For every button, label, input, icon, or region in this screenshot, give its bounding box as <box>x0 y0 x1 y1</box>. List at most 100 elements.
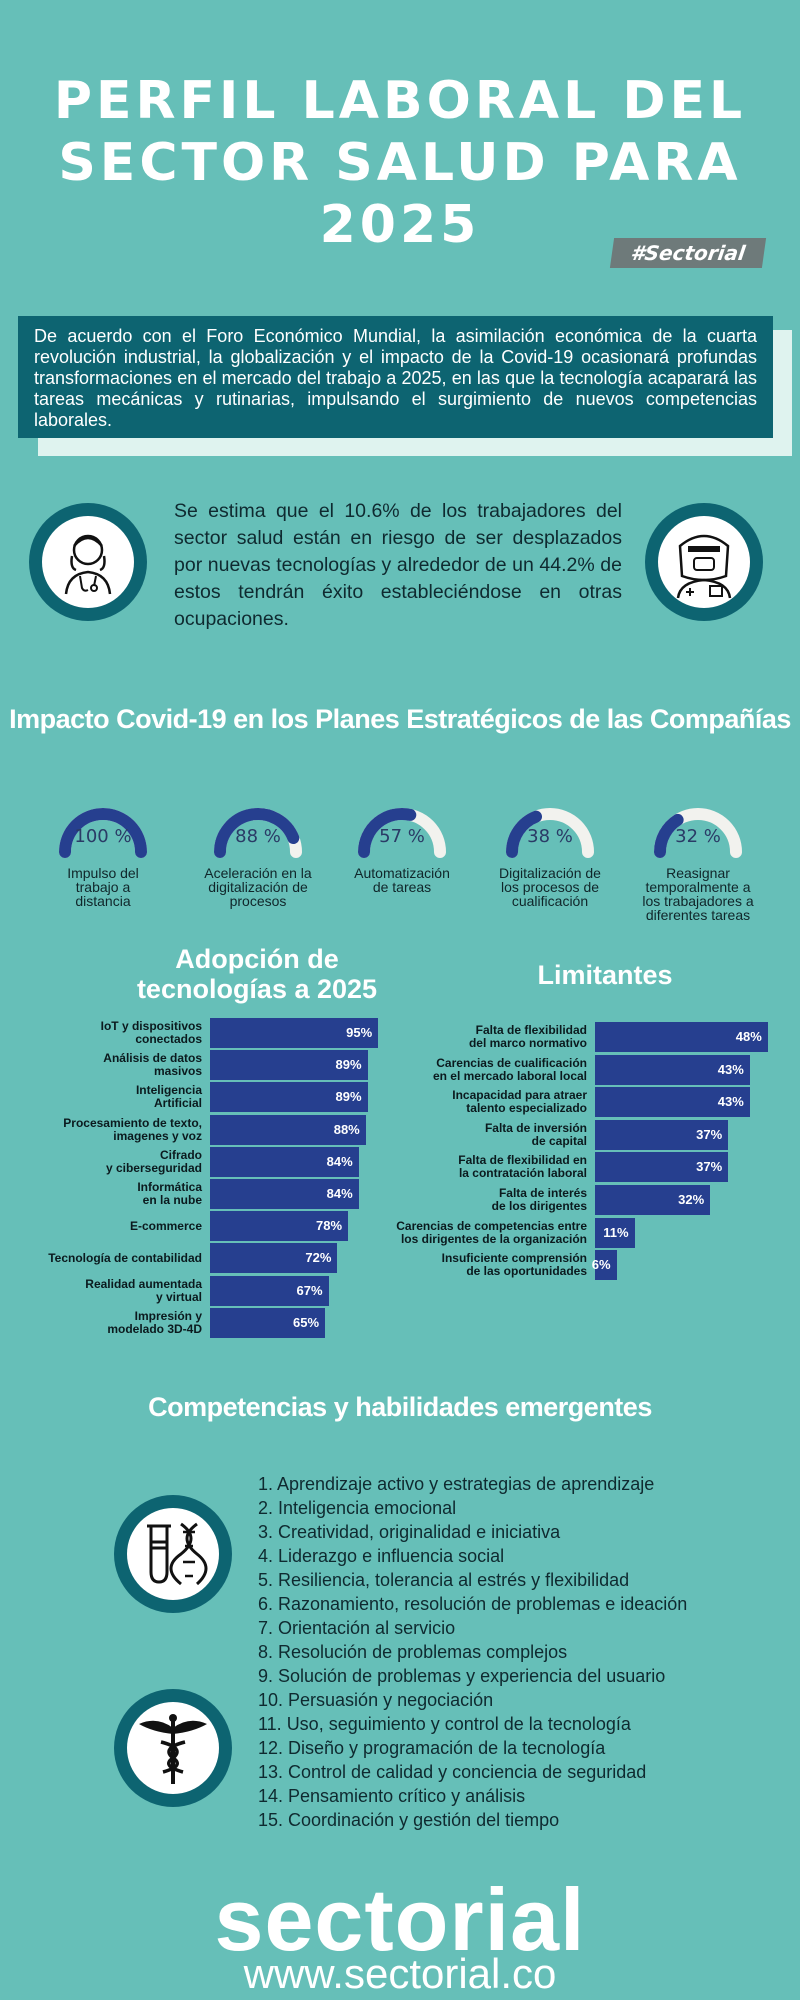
bar-value-label: 89% <box>335 1057 362 1073</box>
skill-item: 12. Diseño y programación de la tecnolog… <box>258 1738 606 1758</box>
gauge-5: 32 % Reasignar temporalmente a los trabajad… <box>628 800 768 922</box>
bar-row: Carencias de competencias entre los diri… <box>380 1217 780 1248</box>
skill-item: 11. Uso, seguimiento y control de la tec… <box>258 1714 631 1734</box>
bar-label: Tecnología de contabilidad <box>48 1250 202 1265</box>
adoption-bar-chart: IoT y dispositivos conectados 95% Análisis… <box>0 1018 400 1338</box>
bar-label: Análisis de datos masivos <box>103 1051 202 1079</box>
bar-value-label: 88% <box>333 1121 360 1137</box>
bar-row: Análisis de datos masivos 89% <box>0 1050 400 1081</box>
skill-item: 4. Liderazgo e influencia social <box>258 1546 505 1566</box>
gauge-fill <box>59 808 147 858</box>
bar-value-label: 84% <box>326 1153 353 1169</box>
bar-value-label: 67% <box>296 1282 323 1298</box>
skill-item: 7. Orientación al servicio <box>258 1618 456 1638</box>
bar-value-label: 89% <box>335 1089 362 1105</box>
skill-item: 8. Resolución de problemas complejos <box>258 1642 568 1662</box>
bar: 32% <box>595 1185 711 1215</box>
test-tube-dna-icon <box>114 1495 232 1613</box>
gauge-arc <box>654 808 742 858</box>
bar-label: Carencias de cualificación en el mercado… <box>432 1055 587 1083</box>
bar-row: Impresión y modelado 3D-4D 65% <box>0 1307 400 1338</box>
bar: 48% <box>595 1022 768 1052</box>
sectorial-logo: sectorial <box>214 1870 586 1969</box>
bar-value-label: 43% <box>717 1061 744 1077</box>
bar-value-label: 84% <box>326 1186 353 1201</box>
bar-row: Informática en la nube 84% <box>0 1179 400 1209</box>
skill-item: 6. Razonamiento, resolución de problemas… <box>258 1594 688 1614</box>
bar-value-label: 37% <box>696 1159 723 1175</box>
gauge-percent: 100 % <box>74 826 132 847</box>
bar: 89% <box>210 1050 368 1081</box>
bar: 67% <box>210 1275 329 1306</box>
gauge-fill <box>358 808 417 858</box>
bar-value-label: 78% <box>316 1218 343 1234</box>
bar-label: Incapacidad para atraer talento especial… <box>452 1088 587 1116</box>
bar-row: Falta de inversión de capital 37% <box>380 1119 780 1150</box>
bar: 89% <box>210 1082 368 1113</box>
gauge-arc <box>506 808 594 858</box>
skill-item: 13. Control de calidad y conciencia de s… <box>258 1762 647 1782</box>
skill-item: 2. Inteligencia emocional <box>258 1498 457 1518</box>
bar-row: Falta de flexibilidad en la contratación… <box>380 1152 780 1183</box>
bar-row: Falta de flexibilidad del marco normativ… <box>380 1022 780 1052</box>
bar-row: Inteligencia Artificial 89% <box>0 1082 400 1113</box>
gauge-arc <box>59 808 147 858</box>
skill-item: 14. Pensamiento crítico y análisis <box>258 1786 526 1806</box>
bar-row: Procesamiento de texto, imagenes y voz 88… <box>0 1114 400 1145</box>
bar: 43% <box>595 1054 750 1085</box>
title-line-3: 2025 <box>319 195 481 255</box>
caduceus-icon <box>114 1689 232 1807</box>
gauge-1: 100 % Impulso del trabajo a distancia <box>33 800 173 908</box>
title-line-2: SECTOR SALUD PARA <box>58 133 742 193</box>
bar: 78% <box>210 1211 349 1242</box>
bar-row: Cifrado y ciberseguridad 84% <box>0 1146 400 1177</box>
bar-label: E-commerce <box>129 1218 202 1233</box>
nurse-icon <box>29 503 147 621</box>
gauge-label: Digitalización de los procesos de cualific… <box>499 865 601 909</box>
bar-label: Cifrado y ciberseguridad <box>105 1147 202 1175</box>
estimate-text: Se estima que el 10.6% de los trabajador… <box>174 500 622 630</box>
bar-label: Falta de interés de los dirigentes <box>491 1186 587 1213</box>
skill-item: 15. Coordinación y gestión del tiempo <box>258 1810 560 1830</box>
bar: 88% <box>210 1114 366 1145</box>
skills-section-title: Competencias y habilidades emergentes <box>148 1392 652 1422</box>
gauge-4: 38 % Digitalización de los procesos de cual… <box>480 800 620 908</box>
bar-label: Impresión y modelado 3D-4D <box>107 1308 202 1336</box>
bar: 43% <box>595 1087 750 1118</box>
bar-row: E-commerce 78% <box>0 1211 400 1242</box>
bar-label: Falta de inversión de capital <box>484 1120 587 1148</box>
gauge-label: Impulso del trabajo a distancia <box>67 865 139 909</box>
skill-item: 10. Persuasión y negociación <box>258 1690 494 1710</box>
bar: 37% <box>595 1152 729 1183</box>
bar-label: Inteligencia Artificial <box>135 1083 202 1111</box>
bar: 84% <box>210 1179 359 1209</box>
bar-label: Realidad aumentada y virtual <box>85 1276 202 1304</box>
skills-list: 1. Aprendizaje activo y estrategias de a… <box>258 1472 778 1832</box>
skill-item: 1. Aprendizaje activo y estrategias de a… <box>258 1474 655 1494</box>
bar: 6% <box>591 1250 617 1281</box>
bar-label: Informática en la nube <box>137 1180 202 1207</box>
sectorial-tag: #Sectorial <box>609 238 767 268</box>
bar-value-label: 65% <box>293 1314 320 1330</box>
bar: 72% <box>210 1243 338 1274</box>
doctor-face-shield-icon <box>645 503 763 621</box>
bar-value-label: 11% <box>603 1224 629 1240</box>
bar-value-label: 72% <box>305 1250 332 1266</box>
bar-row: Incapacidad para atraer talento especial… <box>380 1087 780 1118</box>
bar-label: Falta de flexibilidad en la contratación… <box>458 1153 587 1181</box>
bar: 95% <box>210 1018 379 1048</box>
skill-item: 3. Creatividad, originalidad e iniciativ… <box>258 1522 561 1542</box>
gauge-percent: 88 % <box>235 826 281 847</box>
gauge-fill <box>654 813 684 858</box>
bar: 37% <box>595 1119 729 1150</box>
adoption-chart-title: Adopción de tecnologías a 2025 <box>122 944 392 1004</box>
gauge-arc <box>214 808 302 858</box>
bar: 84% <box>210 1146 359 1177</box>
page-title: PERFIL LABORAL DEL SECTOR SALUD PARA 202… <box>0 70 800 256</box>
bar-value-label: 6% <box>591 1257 611 1273</box>
sectorial-url[interactable]: www.sectorial.co <box>243 1950 557 1997</box>
bar-row: Insuficiente comprensión de las oportuni… <box>380 1250 780 1281</box>
gauge-3: 57 % Automatización de tareas <box>332 800 472 894</box>
bar-label: Carencias de competencias entre los diri… <box>396 1218 587 1246</box>
